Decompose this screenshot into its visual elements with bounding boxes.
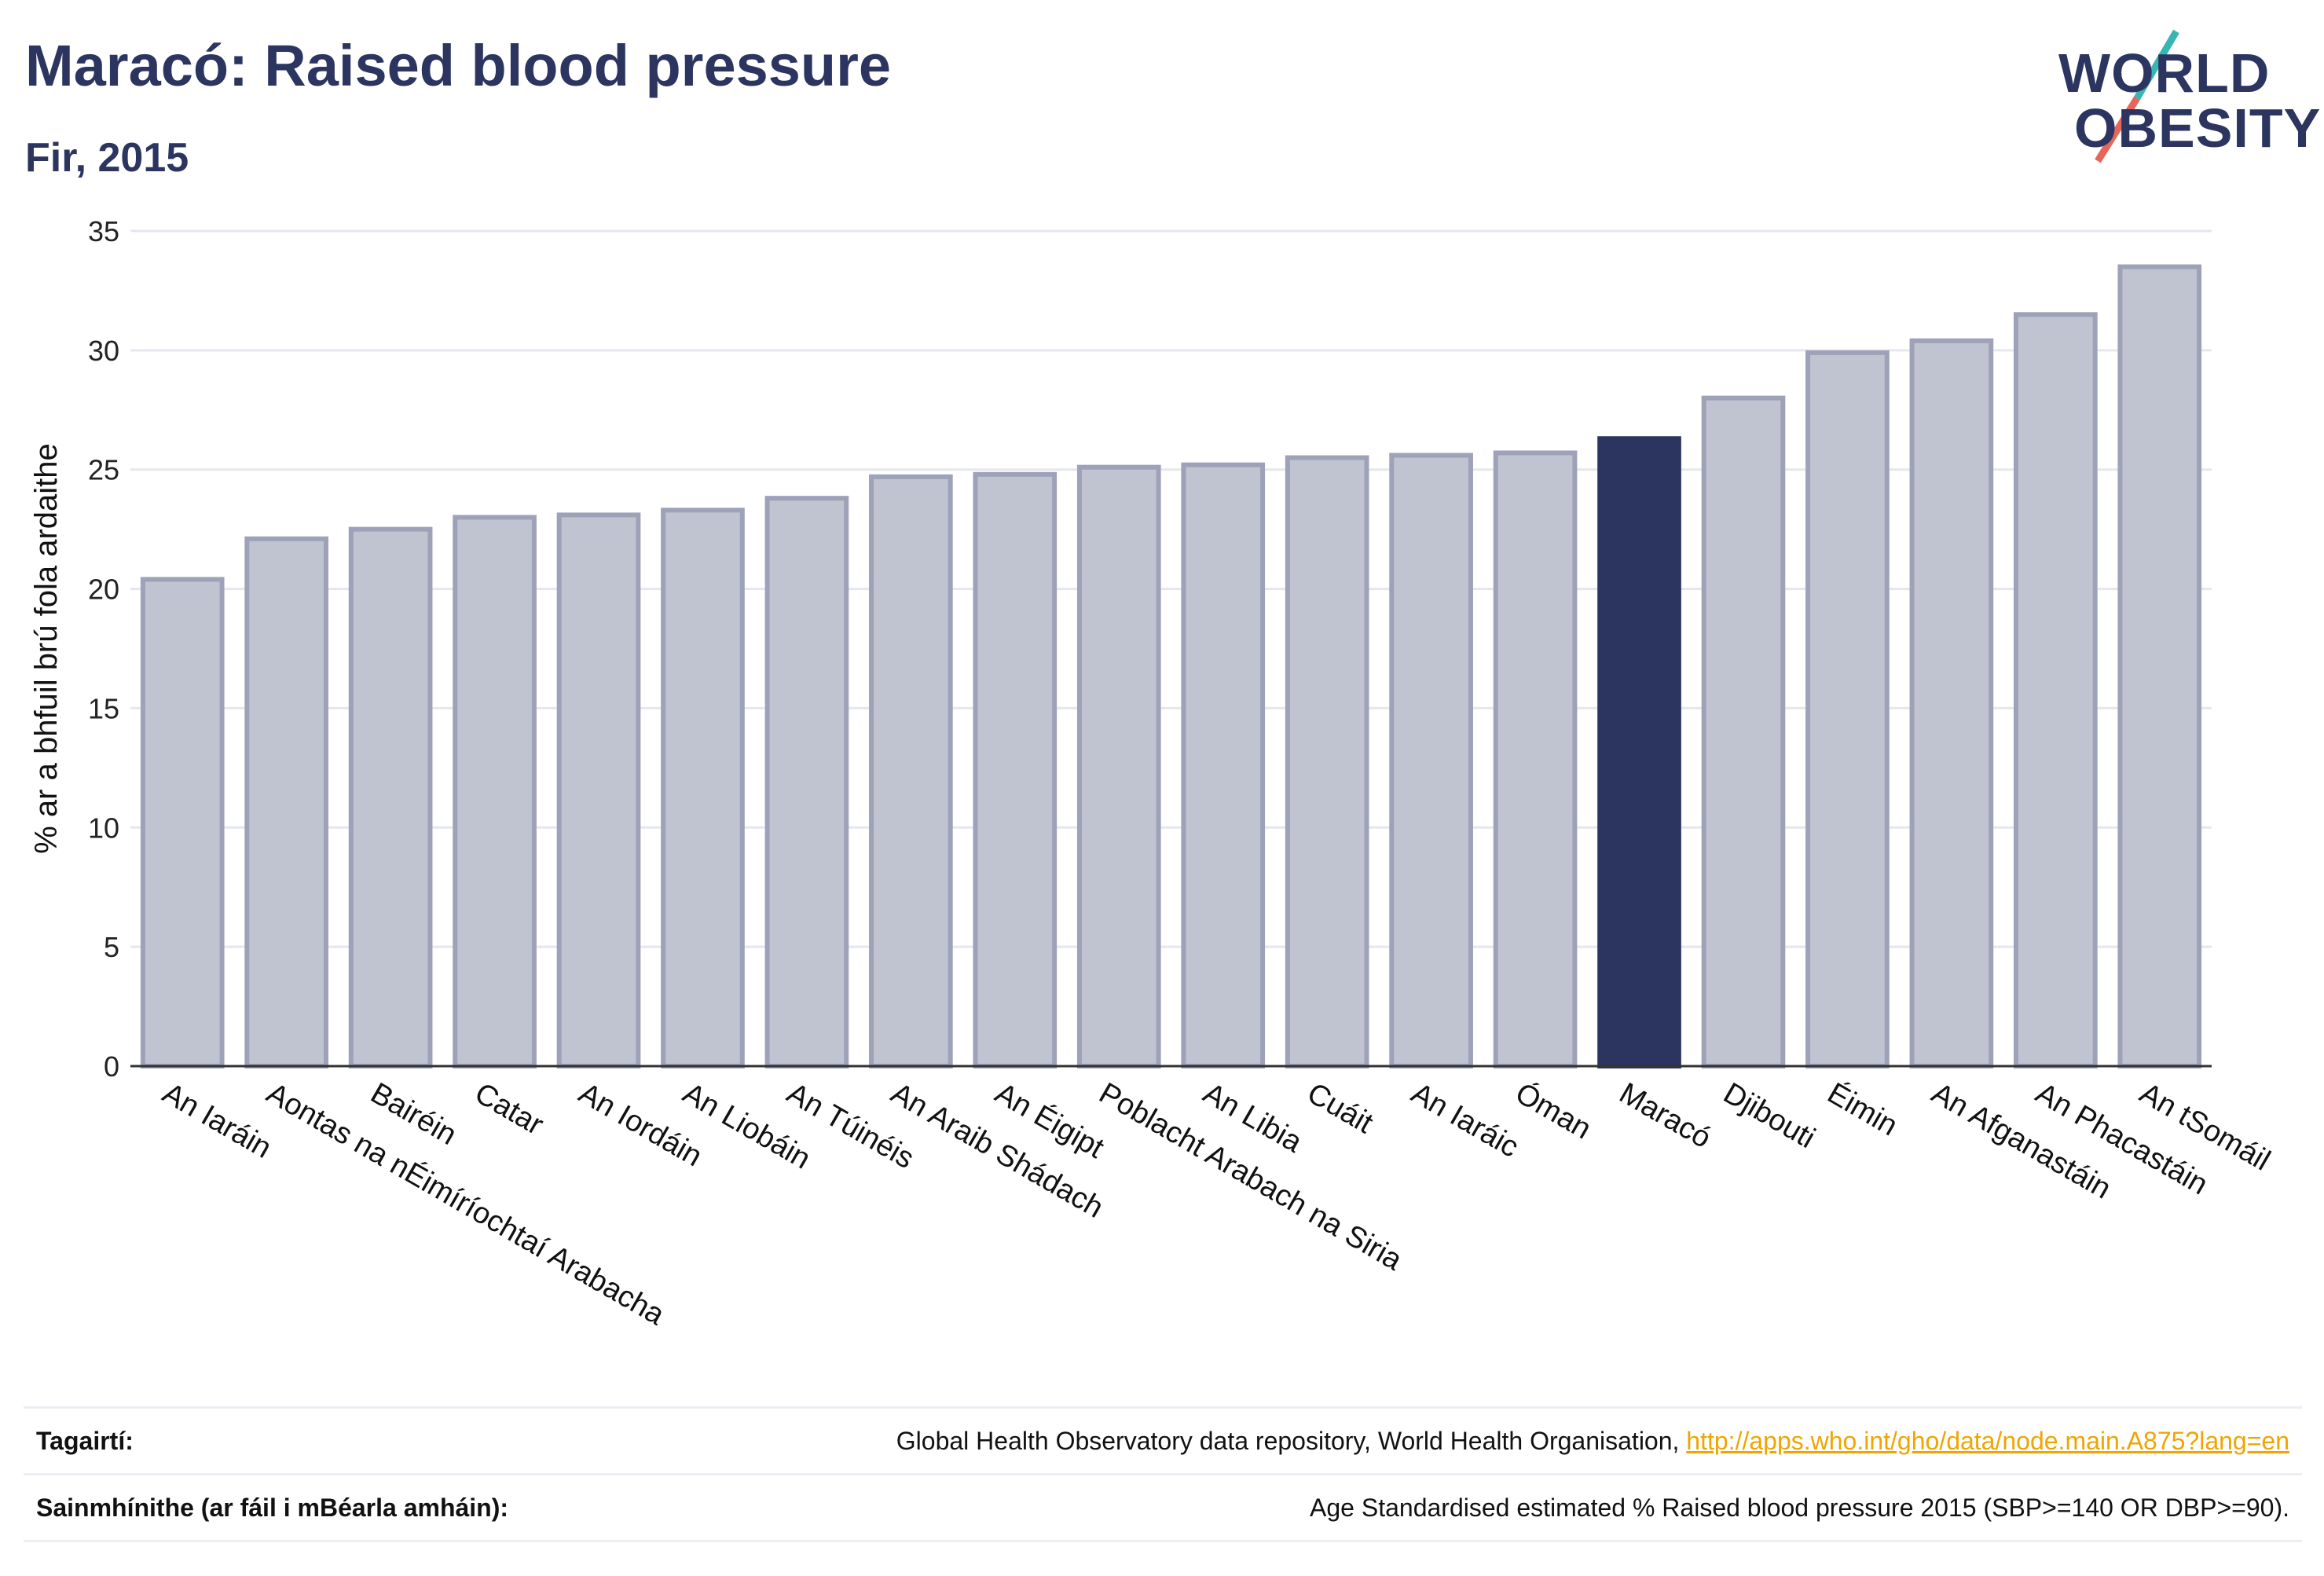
y-tick-label: 0 bbox=[104, 1050, 119, 1083]
bar bbox=[1701, 395, 1786, 1069]
x-tick-label: An Iaráic bbox=[1406, 1076, 1524, 1164]
references-label: Tagairtí: bbox=[36, 1426, 134, 1455]
chart-subtitle: Fir, 2015 bbox=[25, 135, 189, 181]
definitions-label: Sainmhínithe (ar fáil i mBéarla amháin): bbox=[36, 1493, 509, 1522]
bar bbox=[2117, 264, 2202, 1068]
y-tick-label: 5 bbox=[104, 931, 119, 963]
bar bbox=[1805, 350, 1890, 1068]
references-row: Tagairtí: Global Health Observatory data… bbox=[24, 1406, 2302, 1473]
x-tick-label: Cuáit bbox=[1302, 1076, 1379, 1140]
references-text: Global Health Observatory data repositor… bbox=[896, 1426, 1687, 1455]
bar bbox=[140, 577, 225, 1068]
references-link[interactable]: http://apps.who.int/gho/data/node.main.A… bbox=[1686, 1426, 2289, 1455]
y-axis-label: % ar a bhfuil brú fola ardaithe bbox=[29, 443, 64, 854]
bar-highlighted bbox=[1597, 436, 1681, 1068]
x-tick-label: An Phacastáin bbox=[2030, 1076, 2213, 1201]
x-tick-label: Maracó bbox=[1614, 1076, 1717, 1155]
bar bbox=[661, 508, 745, 1068]
definitions-value: Age Standardised estimated % Raised bloo… bbox=[1310, 1493, 2289, 1522]
bar bbox=[453, 515, 537, 1068]
bar bbox=[1181, 462, 1266, 1068]
logo-word-world: WORLD bbox=[2058, 42, 2271, 104]
gridlines bbox=[130, 229, 2212, 1068]
chart-title: Maracó: Raised blood pressure bbox=[25, 33, 892, 98]
x-tick-label: An Afganastáin bbox=[1926, 1076, 2116, 1205]
logo-slash-icon bbox=[2095, 29, 2179, 163]
bar bbox=[348, 526, 433, 1068]
bar bbox=[556, 512, 641, 1068]
y-tick-label: 20 bbox=[88, 574, 119, 606]
definitions-row: Sainmhínithe (ar fáil i mBéarla amháin):… bbox=[24, 1473, 2302, 1542]
bar bbox=[244, 536, 329, 1068]
bar bbox=[1076, 464, 1161, 1068]
x-tick-label: An Iaráin bbox=[157, 1076, 277, 1164]
x-tick-label: Éimin bbox=[1822, 1076, 1904, 1143]
y-tick-label: 15 bbox=[88, 692, 119, 724]
bar bbox=[869, 474, 953, 1068]
bar bbox=[1909, 338, 1994, 1068]
bar bbox=[973, 471, 1058, 1068]
world-obesity-logo: WORLD OBESITY bbox=[2043, 24, 2320, 173]
y-tick-label: 35 bbox=[88, 215, 119, 247]
bar bbox=[1493, 450, 1578, 1068]
bars bbox=[140, 264, 2202, 1069]
bar bbox=[2013, 312, 2098, 1068]
footer-table: Tagairtí: Global Health Observatory data… bbox=[24, 1406, 2302, 1542]
references-value: Global Health Observatory data repositor… bbox=[896, 1427, 2302, 1456]
bar bbox=[1285, 455, 1369, 1068]
y-tick-label: 10 bbox=[88, 812, 119, 844]
x-tick-label: Djibouti bbox=[1717, 1076, 1820, 1155]
x-tick-label: Catar bbox=[469, 1076, 549, 1142]
logo-word-obesity: OBESITY bbox=[2074, 97, 2322, 159]
bar bbox=[1389, 453, 1473, 1068]
y-axis-ticks: 0 5 10 15 20 25 30 35 bbox=[88, 215, 119, 1083]
y-tick-label: 30 bbox=[88, 335, 119, 367]
bar bbox=[764, 496, 849, 1068]
y-tick-label: 25 bbox=[88, 454, 119, 486]
